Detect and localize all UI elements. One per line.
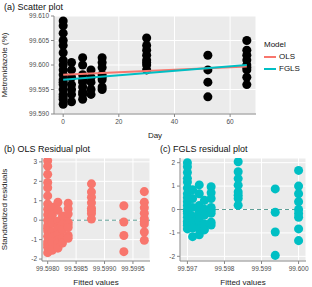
- svg-text:1: 1: [171, 182, 175, 189]
- svg-text:99.590: 99.590: [29, 110, 49, 117]
- svg-text:99.610: 99.610: [29, 12, 49, 19]
- svg-text:99.600: 99.600: [289, 265, 304, 272]
- html-text:FGLS: FGLS: [279, 64, 300, 73]
- svg-text:-2: -2: [31, 255, 37, 262]
- svg-text:99.5995: 99.5995: [121, 265, 145, 272]
- svg-text:-1: -1: [31, 236, 37, 243]
- svg-text:99.598: 99.598: [215, 265, 235, 272]
- svg-text:0: 0: [61, 118, 65, 125]
- svg-text:Standardized residuals: Standardized residuals: [8, 169, 9, 250]
- svg-text:60: 60: [227, 118, 235, 125]
- svg-text:1: 1: [33, 197, 37, 204]
- svg-text:99.595: 99.595: [29, 86, 49, 93]
- svg-text:20: 20: [115, 118, 123, 125]
- html-text:(a) Scatter plot: (a) Scatter plot: [4, 2, 63, 12]
- svg-text:0: 0: [33, 216, 37, 223]
- svg-text:99.5980: 99.5980: [36, 265, 60, 272]
- html-text:(c) FGLS residual plot: (c) FGLS residual plot: [160, 144, 248, 154]
- svg-text:40: 40: [171, 118, 179, 125]
- html-text:(b) OLS Residual plot: (b) OLS Residual plot: [4, 144, 90, 154]
- svg-text:99.5985: 99.5985: [64, 265, 88, 272]
- svg-text:99.600: 99.600: [29, 61, 49, 68]
- svg-text:-2: -2: [169, 253, 175, 260]
- svg-text:99.597: 99.597: [177, 265, 197, 272]
- svg-text:Day: Day: [148, 131, 162, 140]
- svg-text:0: 0: [171, 206, 175, 213]
- svg-text:99.5990: 99.5990: [93, 265, 117, 272]
- svg-text:Fitted values: Fitted values: [220, 278, 265, 287]
- svg-text:Fitted values: Fitted values: [73, 278, 118, 287]
- svg-text:2: 2: [33, 178, 37, 185]
- svg-text:3: 3: [33, 158, 37, 165]
- svg-text:99.605: 99.605: [29, 37, 49, 44]
- html-text:OLS: OLS: [279, 52, 295, 61]
- svg-text:2: 2: [171, 159, 175, 166]
- svg-text:Metronidazole (%): Metronidazole (%): [8, 32, 9, 97]
- svg-text:99.599: 99.599: [252, 265, 272, 272]
- html-text:Model: Model: [264, 40, 286, 49]
- svg-text:-1: -1: [169, 229, 175, 236]
